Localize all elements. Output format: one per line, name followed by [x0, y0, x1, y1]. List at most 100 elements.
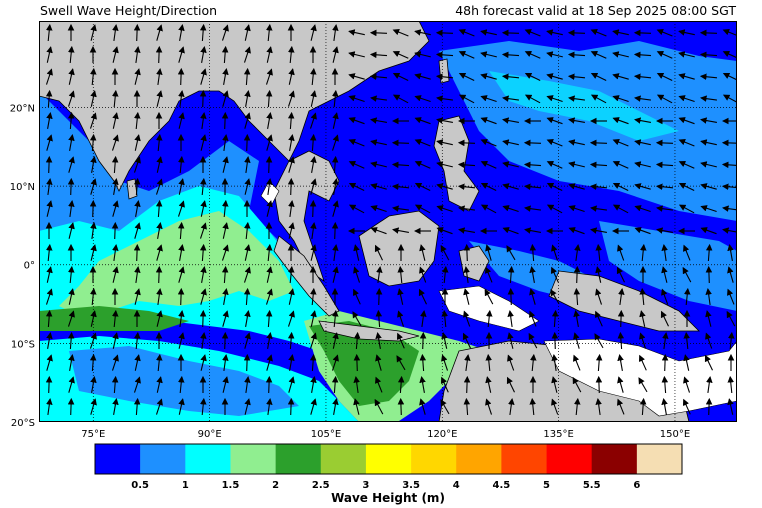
- swell-arrow: [656, 205, 673, 212]
- swell-arrow: [700, 205, 717, 213]
- chart-title: Swell Wave Height/Direction: [40, 3, 218, 18]
- swell-arrow: [244, 376, 251, 393]
- swell-arrow: [331, 134, 339, 151]
- colorbar-swatch: [456, 444, 502, 474]
- swell-arrow: [656, 50, 673, 59]
- swell-arrow: [178, 332, 185, 349]
- swell-arrow: [309, 67, 317, 86]
- swell-arrow: [414, 204, 431, 214]
- swell-arrow: [568, 117, 585, 124]
- swell-arrow: [156, 90, 163, 107]
- swell-arrow: [682, 398, 691, 415]
- swell-arrow: [243, 133, 251, 152]
- swell-arrow: [678, 29, 695, 36]
- swell-arrow: [699, 51, 718, 59]
- swell-arrow: [568, 139, 585, 146]
- swell-arrow: [436, 161, 453, 168]
- swell-arrow: [502, 205, 519, 213]
- swell-arrow: [134, 200, 141, 217]
- swell-arrow: [700, 117, 717, 124]
- swell-arrow: [612, 117, 629, 125]
- swell-arrow: [699, 29, 718, 37]
- swell-arrow: [678, 95, 695, 103]
- swell-arrow: [706, 376, 713, 393]
- swell-arrow: [617, 244, 625, 261]
- swell-arrow: [722, 29, 737, 37]
- swell-arrow: [265, 288, 273, 305]
- swell-arrow: [89, 133, 97, 152]
- swell-arrow: [332, 24, 339, 41]
- swell-arrow: [589, 161, 608, 169]
- swell-arrow: [440, 376, 449, 393]
- swell-arrow: [612, 51, 629, 58]
- swell-arrow: [551, 376, 558, 393]
- swell-arrow: [524, 227, 541, 234]
- colorbar-tick-label: 4.5: [493, 480, 511, 491]
- swell-arrow: [594, 333, 604, 349]
- swell-arrow: [524, 50, 541, 59]
- swell-arrow: [480, 160, 497, 169]
- swell-arrow: [309, 353, 317, 372]
- swell-arrow: [178, 46, 185, 63]
- swell-arrow: [266, 112, 273, 129]
- swell-arrow: [617, 376, 624, 393]
- swell-arrow: [595, 288, 603, 305]
- swell-arrow: [683, 287, 691, 306]
- swell-arrow: [573, 397, 581, 416]
- swell-arrow: [678, 117, 695, 125]
- swell-arrow: [727, 375, 735, 394]
- swell-arrow: [414, 139, 431, 147]
- swell-arrow: [331, 375, 339, 394]
- swell-arrow: [221, 199, 229, 218]
- swell-arrow: [89, 67, 97, 86]
- swell-arrow: [287, 177, 295, 196]
- colorbar-swatch: [95, 444, 141, 474]
- swell-arrow: [244, 178, 251, 195]
- swell-arrow: [502, 183, 519, 190]
- swell-arrow: [221, 24, 229, 41]
- swell-arrow: [244, 244, 251, 261]
- swell-arrow: [243, 46, 251, 63]
- swell-arrow: [655, 139, 674, 147]
- swell-arrow: [485, 353, 493, 372]
- colorbar-swatch: [230, 444, 276, 474]
- colorbar-swatch: [411, 444, 457, 474]
- swell-arrow: [722, 50, 737, 59]
- swell-arrow: [458, 72, 475, 81]
- swell-arrow: [436, 139, 453, 146]
- swell-arrow: [551, 331, 559, 350]
- swell-arrow: [112, 46, 119, 63]
- swell-arrow: [546, 51, 563, 58]
- swell-arrow: [111, 155, 119, 174]
- swell-arrow: [457, 161, 476, 169]
- swell-arrow: [332, 398, 339, 415]
- swell-arrow: [243, 266, 251, 283]
- swell-arrow: [435, 51, 454, 59]
- swell-arrow: [221, 111, 229, 130]
- swell-arrow: [348, 73, 365, 80]
- swell-arrow: [612, 95, 629, 103]
- swell-arrow: [45, 243, 53, 262]
- swell-arrow: [90, 376, 97, 393]
- swell-arrow: [528, 332, 538, 349]
- swell-arrow: [134, 266, 141, 283]
- swell-arrow: [287, 90, 295, 107]
- swell-arrow: [67, 331, 75, 350]
- swell-arrow: [199, 89, 207, 108]
- swell-arrow: [458, 29, 475, 37]
- colorbar-swatch: [636, 444, 683, 474]
- swell-arrow: [156, 222, 163, 239]
- swell-arrow: [178, 310, 185, 327]
- swell-arrow: [244, 310, 251, 327]
- swell-arrow: [507, 310, 514, 327]
- swell-arrow: [331, 309, 339, 328]
- wave-map[interactable]: [39, 21, 737, 422]
- swell-arrow: [310, 398, 317, 415]
- colorbar-tick-label: 4: [453, 480, 460, 491]
- swell-arrow: [133, 177, 141, 196]
- swell-arrow: [244, 398, 251, 415]
- swell-arrow: [46, 134, 53, 151]
- swell-arrow: [414, 51, 431, 58]
- swell-arrow: [612, 160, 629, 169]
- swell-arrow: [46, 112, 53, 129]
